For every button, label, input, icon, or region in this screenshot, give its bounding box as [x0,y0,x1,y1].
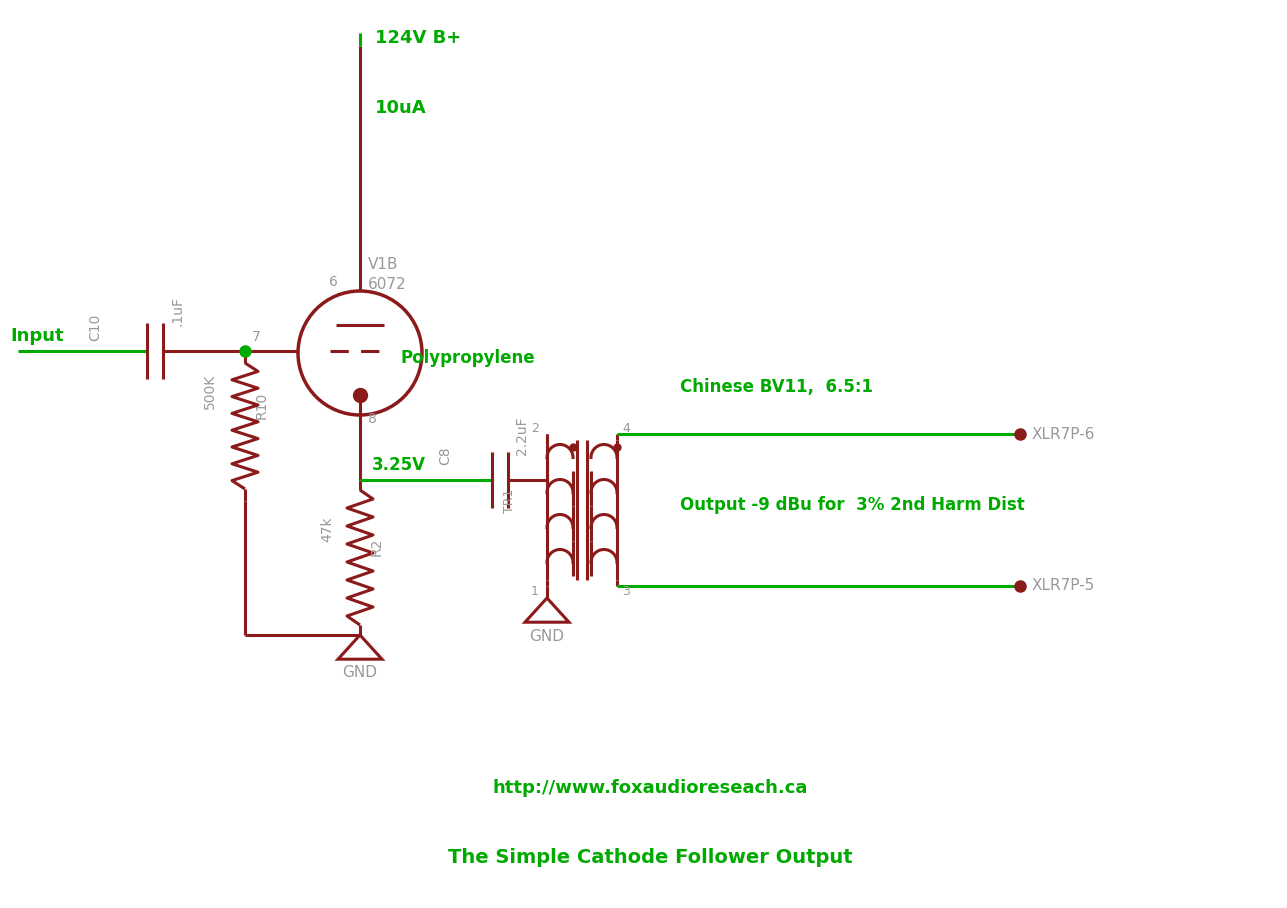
Text: Output -9 dBu for  3% 2nd Harm Dist: Output -9 dBu for 3% 2nd Harm Dist [680,496,1024,514]
Text: Polypropylene: Polypropylene [400,349,534,367]
Text: 8: 8 [368,412,377,426]
Text: R10: R10 [255,391,269,419]
Text: 4: 4 [622,422,629,435]
Text: Input: Input [10,327,63,345]
Text: The Simple Cathode Follower Output: The Simple Cathode Follower Output [448,848,852,867]
Text: XLR7P-5: XLR7P-5 [1032,578,1095,594]
Text: GND: GND [529,629,565,644]
Text: 6: 6 [329,275,338,289]
Text: .1uF: .1uF [170,296,184,326]
Text: 6072: 6072 [368,277,407,292]
Text: Chinese BV11,  6.5:1: Chinese BV11, 6.5:1 [680,378,873,396]
Text: GND: GND [342,665,377,680]
Text: XLR7P-6: XLR7P-6 [1032,427,1095,441]
Text: 7: 7 [252,330,261,344]
Text: http://www.foxaudioreseach.ca: http://www.foxaudioreseach.ca [493,779,808,797]
Text: C8: C8 [438,447,452,465]
Text: C10: C10 [88,313,102,341]
Text: 2: 2 [532,422,539,435]
Text: V1B: V1B [368,257,399,272]
Text: 1: 1 [532,585,539,598]
Text: 124V B+: 124V B+ [375,29,461,47]
Text: 2.2uF: 2.2uF [515,417,529,455]
Text: R2: R2 [369,538,384,556]
Text: 47k: 47k [320,517,335,542]
Text: 500K: 500K [203,374,218,409]
Text: 3: 3 [622,585,629,598]
Text: 3.25V: 3.25V [372,456,426,474]
Text: 10uA: 10uA [375,99,426,117]
Text: TR1: TR1 [502,489,516,513]
